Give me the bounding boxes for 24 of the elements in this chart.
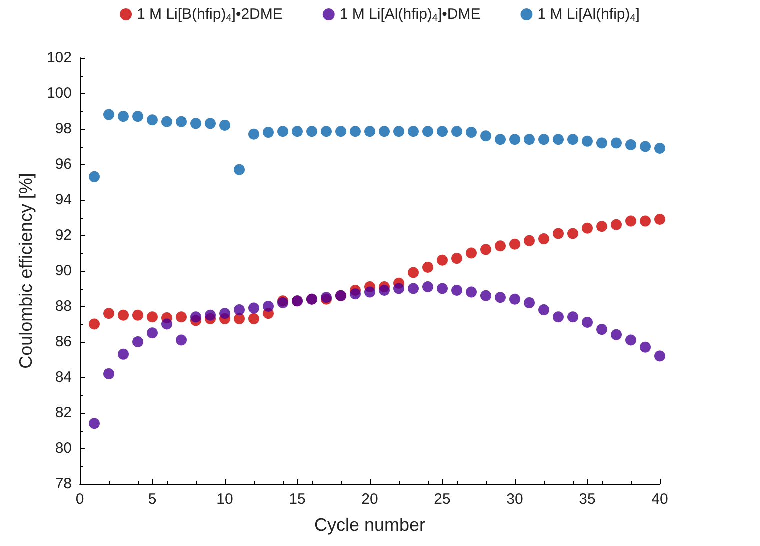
- y-tick-label: 96: [55, 156, 72, 173]
- y-tick-label: 92: [55, 227, 72, 244]
- y-tick-label: 82: [55, 404, 72, 422]
- x-tick-label: 5: [148, 491, 157, 508]
- y-tick-label: 90: [55, 262, 72, 280]
- x-tick-label: 40: [652, 491, 668, 508]
- x-axis-title: Cycle number: [314, 515, 426, 535]
- x-tick-label: 30: [506, 491, 524, 508]
- x-tick-label: 0: [76, 491, 84, 508]
- y-axis-title: Coulombic efficiency [%]: [16, 173, 36, 369]
- x-tick-label: 25: [434, 491, 451, 508]
- x-tick-label: 10: [216, 491, 234, 508]
- y-tick-label: 86: [55, 334, 72, 350]
- y-tick-label: 100: [46, 85, 72, 102]
- y-tick-label: 94: [55, 192, 72, 208]
- x-tick-label: 35: [579, 491, 596, 508]
- x-tick-label: 20: [362, 491, 378, 508]
- y-tick-label: 78: [55, 476, 72, 492]
- y-tick-label: 80: [55, 440, 72, 457]
- y-tick-label: 88: [55, 298, 72, 315]
- x-tick-label: 15: [289, 491, 306, 508]
- y-tick-label: 98: [55, 120, 72, 138]
- y-tick-label: 84: [55, 369, 72, 386]
- y-tick-label: 102: [46, 50, 72, 66]
